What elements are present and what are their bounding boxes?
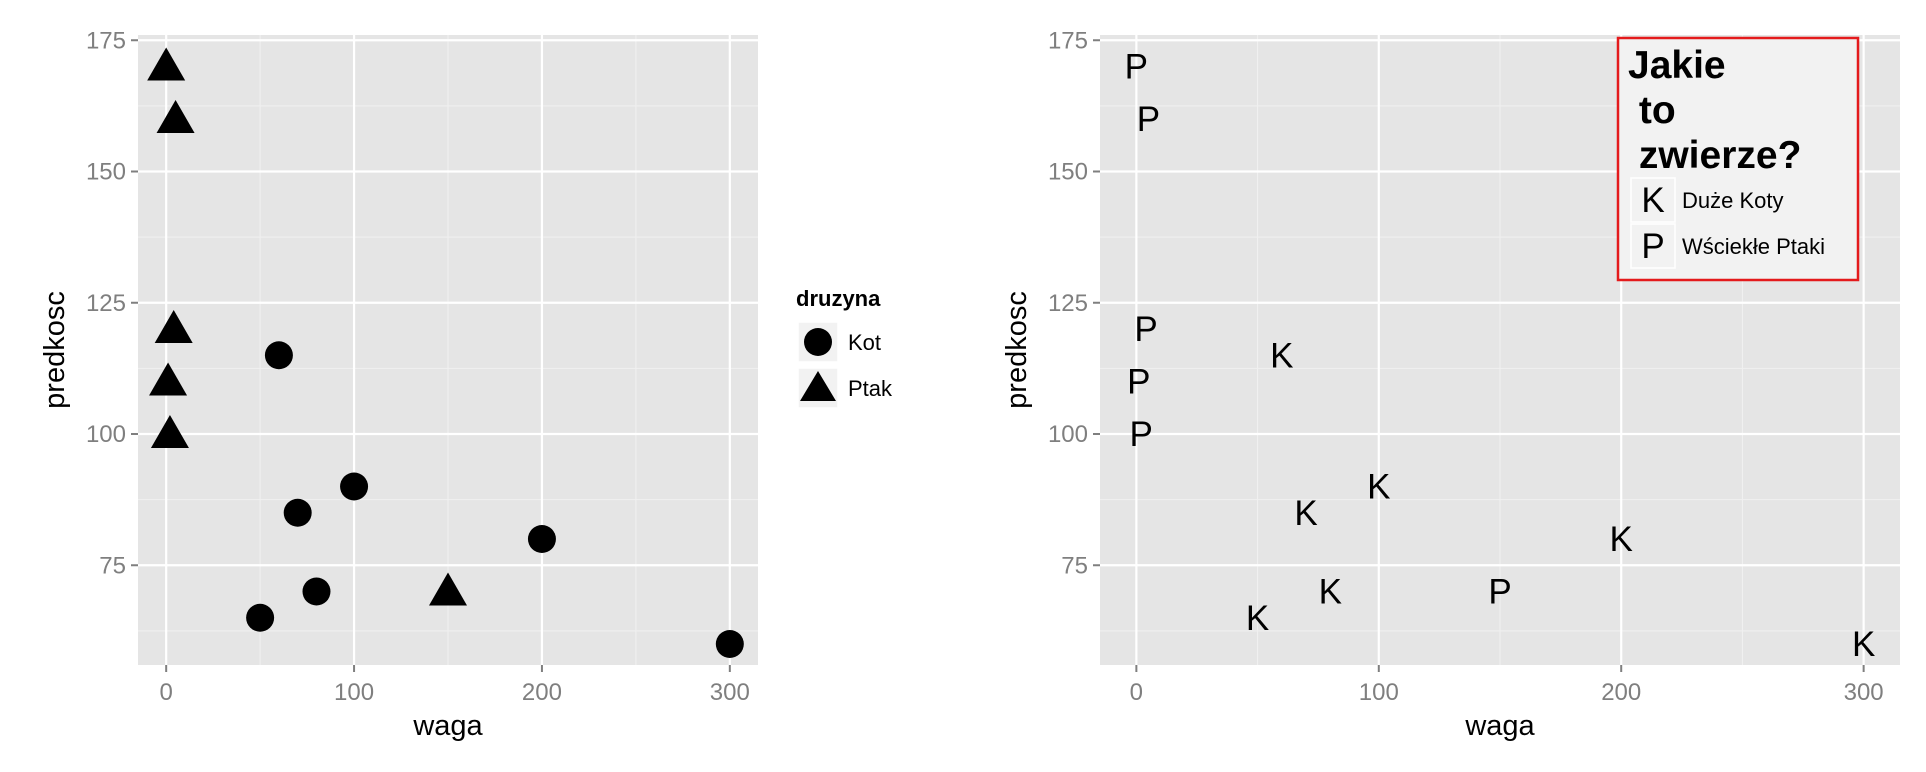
data-point-kot bbox=[246, 603, 275, 632]
y-axis-title-left: predkosc bbox=[39, 291, 71, 409]
legend-label-wsciekle-ptaki: Wściekłe Ptaki bbox=[1682, 234, 1825, 259]
legend-key-kot bbox=[804, 328, 832, 356]
y-tick-label: 100 bbox=[1048, 421, 1088, 448]
data-label-p: P bbox=[1125, 48, 1148, 87]
data-label-p: P bbox=[1488, 573, 1511, 612]
y-tick-label: 75 bbox=[1061, 552, 1088, 579]
x-axis-title-left: waga bbox=[412, 710, 483, 742]
y-axis-title-right: predkosc bbox=[1001, 291, 1033, 409]
data-label-k: K bbox=[1294, 494, 1317, 533]
legend-title-line2: to bbox=[1628, 89, 1676, 132]
data-label-k: K bbox=[1367, 468, 1390, 507]
legend-right: Jakie to zwierze? K Duże Koty P Wściekłe… bbox=[1616, 36, 1860, 282]
x-tick-label: 200 bbox=[1601, 679, 1641, 706]
data-label-p: P bbox=[1137, 100, 1160, 139]
data-label-k: K bbox=[1852, 625, 1875, 664]
axis-ticks-right: 0 100 200 300 75 100 125 150 175 bbox=[1048, 27, 1884, 706]
data-label-k: K bbox=[1246, 599, 1269, 638]
x-tick-label: 0 bbox=[160, 679, 173, 706]
legend-key-bg-p bbox=[1630, 223, 1676, 269]
y-tick-label: 175 bbox=[86, 27, 126, 54]
data-point-kot bbox=[283, 498, 312, 527]
legend-key-ptak bbox=[800, 371, 836, 401]
y-tick-label: 150 bbox=[86, 159, 126, 186]
x-tick-label: 200 bbox=[522, 679, 562, 706]
data-point-kot bbox=[264, 341, 293, 370]
data-point-ptak bbox=[156, 100, 195, 133]
x-tick-label: 0 bbox=[1130, 679, 1143, 706]
legend-title-line3: zwierze? bbox=[1628, 134, 1801, 177]
legend-label-ptak: Ptak bbox=[848, 376, 893, 401]
legend-title-line1: Jakie bbox=[1628, 44, 1726, 87]
data-point-kot bbox=[715, 630, 744, 658]
legend-label-kot: Kot bbox=[848, 330, 881, 355]
legend-key-k: K bbox=[1641, 181, 1664, 220]
axis-ticks-left: 0 100 200 300 75 100 125 150 175 bbox=[86, 27, 750, 706]
data-points-left bbox=[147, 47, 744, 658]
legend-left: druzyna Kot Ptak bbox=[796, 286, 893, 409]
data-label-k: K bbox=[1610, 520, 1633, 559]
data-label-p: P bbox=[1134, 310, 1157, 349]
y-tick-label: 125 bbox=[86, 290, 126, 317]
legend-title-left: druzyna bbox=[796, 286, 881, 311]
data-label-p: P bbox=[1127, 363, 1150, 402]
legend-key-p: P bbox=[1641, 227, 1664, 266]
x-axis-title-right: waga bbox=[1464, 710, 1535, 742]
data-point-kot bbox=[340, 472, 369, 501]
legend-key-bg-k bbox=[1630, 177, 1676, 223]
data-point-ptak bbox=[147, 47, 186, 81]
y-tick-label: 75 bbox=[99, 552, 126, 579]
data-point-kot bbox=[527, 525, 556, 553]
data-label-k: K bbox=[1270, 336, 1293, 375]
x-tick-label: 100 bbox=[1359, 679, 1399, 706]
legend-label-duze-koty: Duże Koty bbox=[1682, 188, 1784, 213]
data-point-ptak bbox=[149, 362, 188, 396]
data-point-ptak bbox=[150, 415, 189, 448]
x-tick-label: 100 bbox=[334, 679, 374, 706]
gridlines-left bbox=[138, 35, 758, 665]
data-label-p: P bbox=[1130, 415, 1153, 454]
chart-left: 0 100 200 300 75 100 125 150 175 waga predkosc d… bbox=[39, 27, 893, 742]
y-tick-label: 100 bbox=[86, 421, 126, 448]
data-label-k: K bbox=[1319, 573, 1342, 612]
data-point-ptak bbox=[154, 310, 193, 343]
data-point-ptak bbox=[429, 572, 467, 606]
x-tick-label: 300 bbox=[1844, 679, 1884, 706]
y-tick-label: 150 bbox=[1048, 159, 1088, 186]
y-tick-label: 125 bbox=[1048, 290, 1088, 317]
y-tick-label: 175 bbox=[1048, 27, 1088, 54]
data-point-kot bbox=[302, 577, 331, 606]
x-tick-label: 300 bbox=[710, 679, 750, 706]
